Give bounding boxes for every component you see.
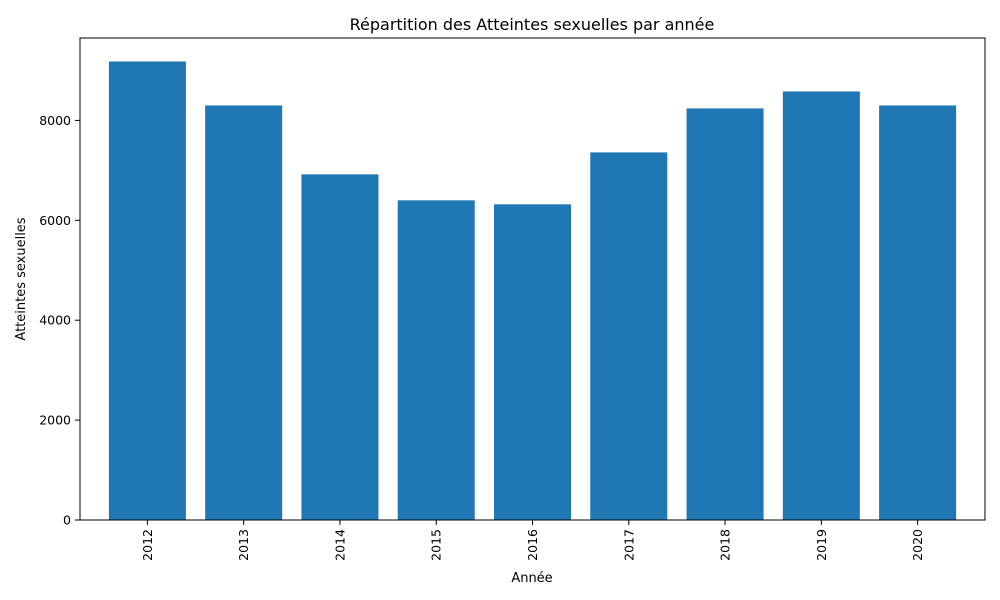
x-axis-ticks: 2012 2013 2014 2015 2016 2017 2018 2019 2020: [140, 520, 925, 561]
x-tick-label: 2020: [910, 529, 925, 561]
bar-2018: [686, 108, 764, 520]
y-tick-label: 0: [63, 513, 71, 528]
x-axis-label: Année: [511, 571, 552, 586]
bar-2017: [590, 152, 668, 520]
y-axis-label: Atteintes sexuelles: [14, 217, 29, 340]
x-tick-label: 2017: [621, 529, 636, 561]
x-tick-label: 2014: [332, 529, 347, 561]
y-tick-label: 6000: [39, 213, 71, 228]
bar-2015: [397, 200, 475, 520]
bar-2019: [782, 91, 860, 521]
chart-title: Répartition des Atteintes sexuelles par …: [350, 15, 715, 34]
bar-2014: [301, 174, 379, 520]
bar-2012: [108, 61, 186, 520]
bars-group: [108, 61, 957, 521]
y-axis-ticks: 0 2000 4000 6000 8000: [39, 113, 80, 528]
x-tick-label: 2015: [429, 529, 444, 561]
bar-2013: [205, 105, 283, 520]
bar-2016: [493, 204, 572, 520]
x-tick-label: 2018: [718, 529, 733, 561]
x-tick-label: 2012: [140, 529, 155, 561]
y-tick-label: 2000: [39, 413, 71, 428]
x-tick-label: 2013: [236, 529, 251, 561]
bar-2020: [879, 105, 957, 520]
x-tick-label: 2016: [525, 529, 540, 561]
x-tick-label: 2019: [814, 529, 829, 561]
y-tick-label: 8000: [39, 113, 71, 128]
y-tick-label: 4000: [39, 313, 71, 328]
